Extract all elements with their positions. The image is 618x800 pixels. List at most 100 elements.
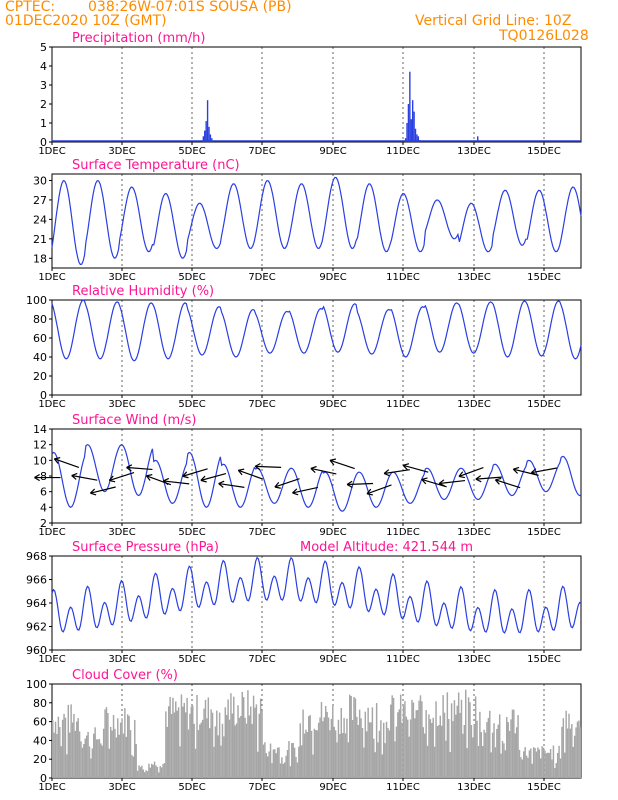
- cloud-bar: [293, 747, 296, 778]
- precip-bar: [409, 71, 411, 142]
- cloud-bar: [518, 749, 521, 778]
- cloud-bar: [64, 717, 67, 778]
- wind-arrow-head: [126, 464, 133, 472]
- cloud-bar: [556, 752, 559, 778]
- cloud-bar: [196, 694, 198, 778]
- wind-arrow-head: [162, 477, 170, 486]
- cloud-bar: [156, 767, 159, 778]
- cloud-bar: [111, 730, 113, 778]
- cloud-bar: [548, 752, 550, 778]
- cloud-bar: [73, 713, 75, 778]
- cloud-bar: [177, 707, 180, 778]
- panel-frame: [51, 173, 582, 269]
- precip-bar: [202, 136, 205, 142]
- y-tick-label: 964: [26, 597, 47, 610]
- x-tick-label: 7DEC: [248, 527, 275, 538]
- wind-arrow-head: [421, 477, 428, 485]
- cloud-bar: [453, 700, 456, 778]
- cloud-bar: [214, 726, 217, 778]
- cloud-bar: [426, 745, 429, 778]
- cloud-bar: [514, 733, 516, 778]
- x-tick-label: 11DEC: [386, 782, 420, 793]
- x-tick-label: 15DEC: [527, 399, 561, 410]
- cloud-bar: [95, 739, 98, 778]
- cloud-bar: [70, 704, 72, 778]
- precip-bar: [206, 100, 209, 142]
- cloud-bar: [119, 722, 122, 778]
- rh-line: [51, 299, 582, 362]
- cloud-bar: [517, 715, 519, 778]
- cloud-bar: [184, 712, 187, 778]
- cloud-bar: [479, 711, 481, 778]
- cloud-bar: [56, 733, 58, 778]
- cloud-bar: [74, 730, 77, 778]
- cloud-bar: [138, 765, 140, 778]
- cloud-bar: [562, 718, 565, 778]
- cloud-bar: [438, 725, 440, 778]
- cloud-bar: [228, 719, 231, 778]
- cloud-bar: [264, 742, 266, 778]
- cloud-bar: [139, 767, 142, 778]
- cloud-bar: [288, 741, 290, 778]
- cloud-bar: [312, 754, 314, 778]
- x-tick-label: 9DEC: [319, 654, 346, 665]
- cloud-bar: [375, 703, 378, 778]
- cloud-bar: [555, 763, 557, 778]
- cloud-bar: [361, 727, 364, 778]
- cloud-bar: [559, 758, 562, 778]
- cloud-bar: [281, 757, 283, 778]
- cloud-bar: [401, 722, 403, 778]
- x-tick-label: 1DEC: [38, 272, 65, 283]
- wind-arrow-shaft: [90, 486, 116, 494]
- cloud-bar: [354, 698, 357, 778]
- cloud-bar: [153, 761, 156, 778]
- cloud-bar: [551, 759, 553, 778]
- cloud-bar: [274, 749, 276, 778]
- cloud-bar: [313, 728, 316, 778]
- cloud-bar: [104, 709, 106, 778]
- y-tick-label: 4: [40, 501, 47, 514]
- cloud-bar: [408, 736, 410, 778]
- precip-bar: [414, 128, 417, 142]
- cloud-bar: [364, 711, 367, 778]
- x-tick-label: 13DEC: [457, 527, 491, 538]
- cloud-bar: [380, 720, 382, 778]
- wind-arrow-head: [310, 465, 317, 473]
- cloud-bar: [142, 769, 144, 778]
- y-tick-label: 0: [40, 772, 47, 785]
- x-tick-label: 1DEC: [38, 527, 65, 538]
- cloud-bar: [564, 752, 566, 778]
- panel-title: Surface Pressure (hPa): [72, 540, 219, 555]
- temp-line: [51, 176, 582, 266]
- cloud-bar: [489, 710, 491, 778]
- wind-arrow-shaft: [182, 468, 208, 477]
- cloud-bar: [449, 752, 451, 778]
- cloud-bar: [483, 729, 485, 778]
- cloud-bar: [368, 722, 371, 778]
- y-tick-label: 18: [33, 252, 47, 265]
- cloud-bar: [508, 730, 511, 778]
- cloud-bar: [395, 726, 398, 778]
- precip-bar: [417, 136, 420, 142]
- cloud-bar: [132, 756, 135, 778]
- y-tick-label: 21: [33, 233, 47, 246]
- cloud-bar: [336, 742, 338, 778]
- cloud-bar: [503, 743, 505, 778]
- cloud-bar: [81, 747, 84, 778]
- wind-arrow-shaft: [310, 467, 337, 475]
- cloud-bar: [190, 706, 193, 778]
- cloud-bar: [391, 695, 393, 778]
- y-tick-label: 40: [33, 351, 47, 364]
- x-tick-label: 9DEC: [319, 399, 346, 410]
- cloud-bar: [118, 734, 120, 778]
- cloud-bar: [421, 701, 423, 778]
- wind-arrow-shaft: [255, 465, 282, 468]
- cloud-bar: [530, 748, 532, 778]
- cloud-bar: [455, 714, 457, 778]
- cloud-bar: [261, 710, 263, 778]
- cloud-bar: [366, 731, 368, 778]
- cloud-bar: [105, 707, 108, 778]
- cloud-bar: [268, 751, 270, 778]
- panel-annotation: Model Altitude: 421.544 m: [300, 540, 473, 555]
